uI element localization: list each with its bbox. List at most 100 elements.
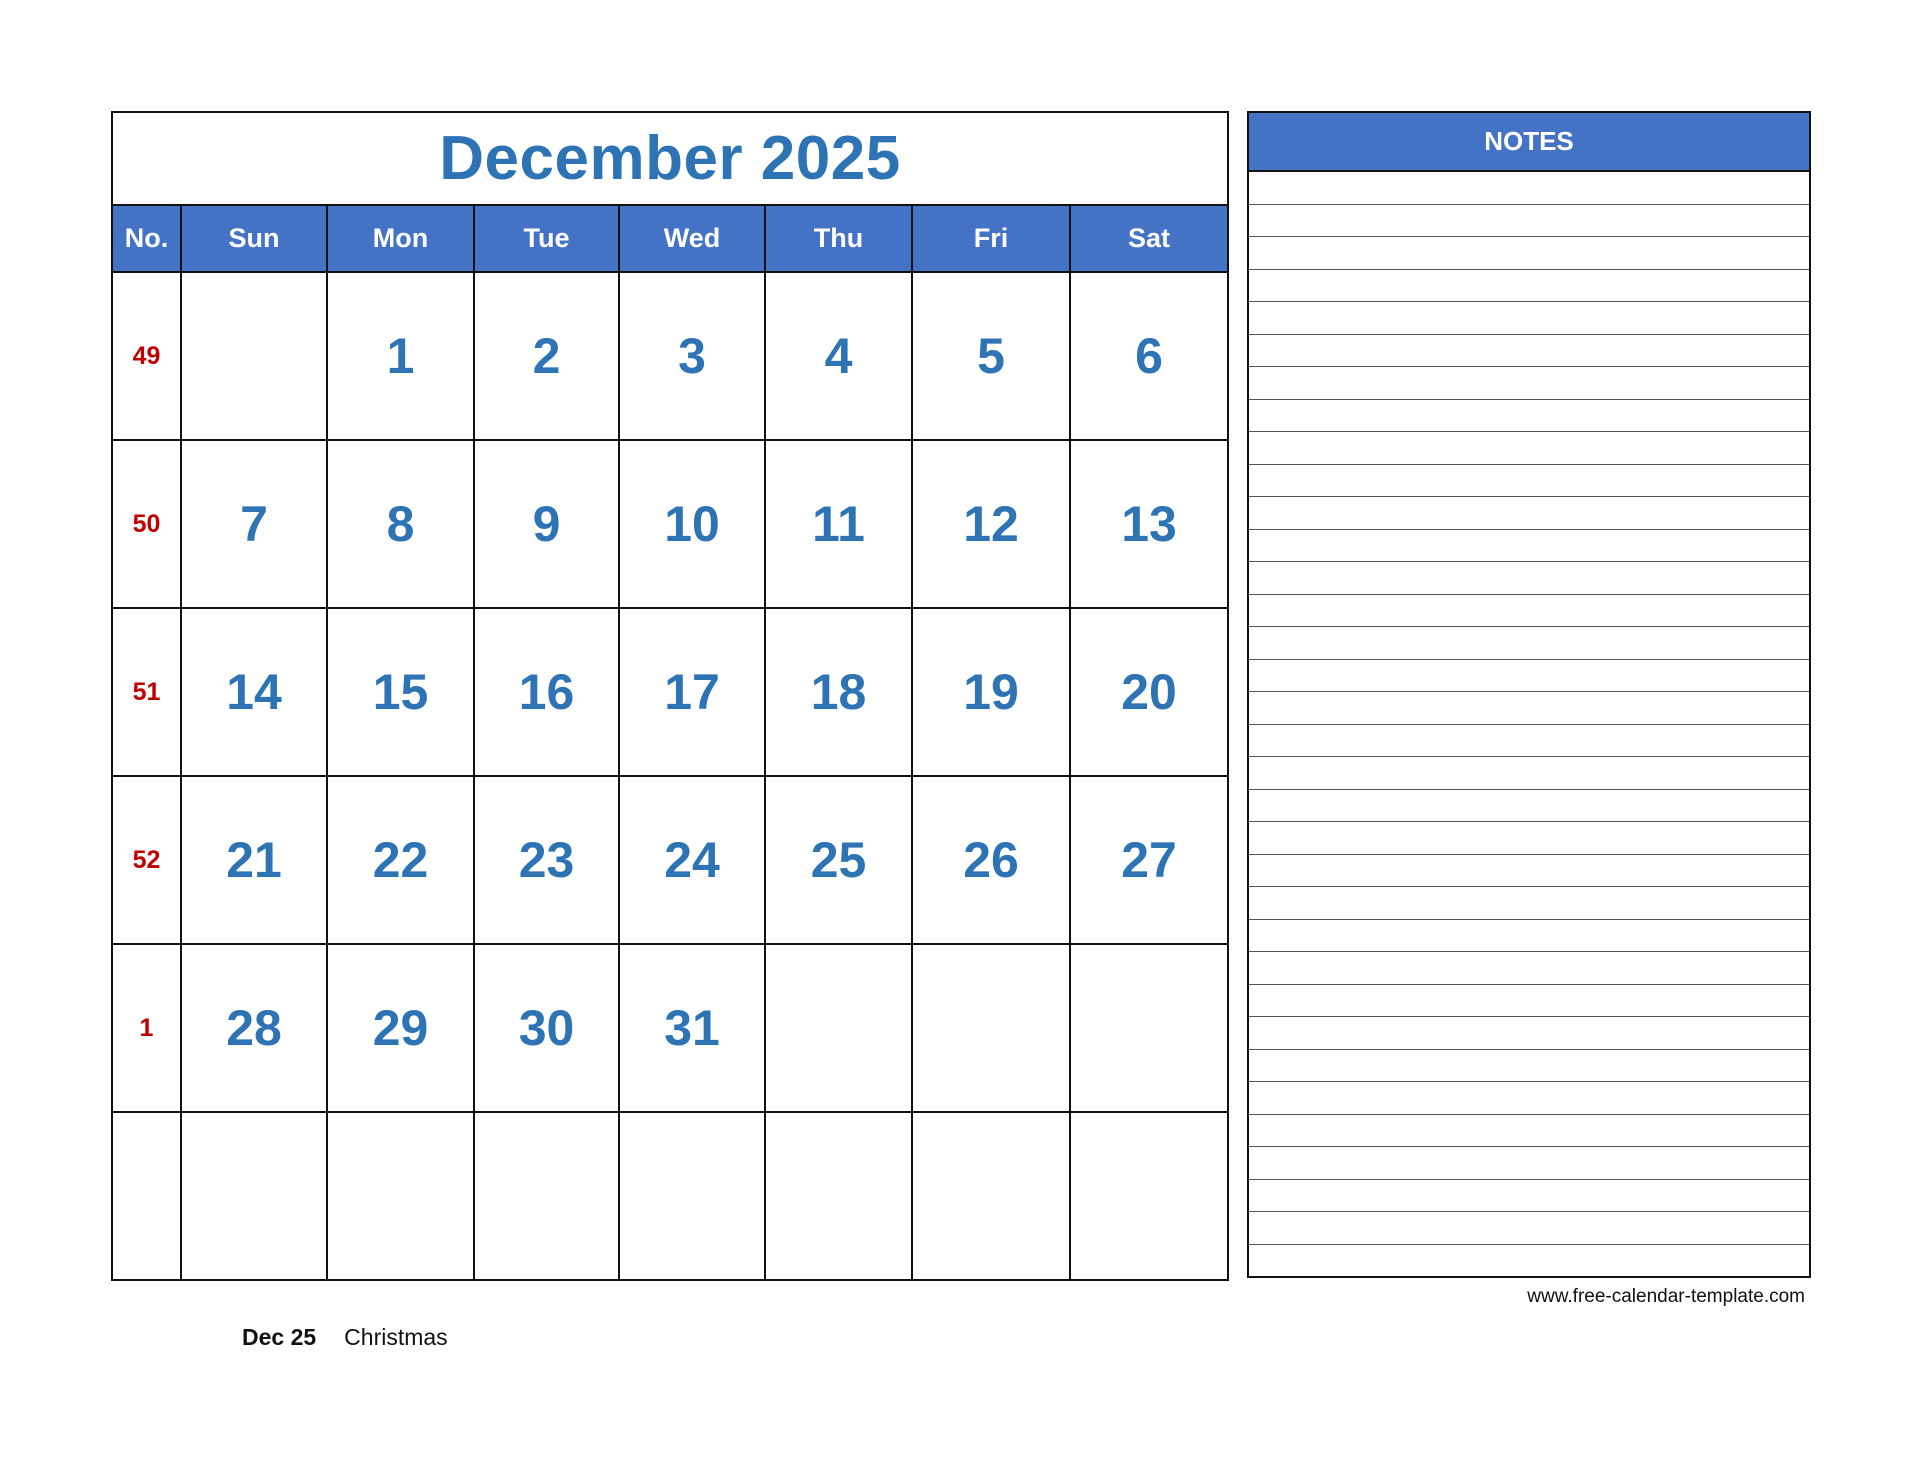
day-cell[interactable] (764, 1111, 913, 1281)
month-title: December 2025 (111, 111, 1229, 206)
day-cell[interactable]: 22 (326, 775, 475, 945)
weekday-header: No. (111, 204, 182, 273)
day-cell[interactable]: 27 (1069, 775, 1229, 945)
note-line[interactable] (1249, 367, 1809, 400)
week-number: 52 (111, 775, 182, 945)
note-line[interactable] (1249, 855, 1809, 887)
note-line[interactable] (1249, 1180, 1809, 1212)
weekday-header-row: No. Sun Mon Tue Wed Thu Fri Sat (111, 204, 1229, 273)
day-cell[interactable] (618, 1111, 766, 1281)
day-cell[interactable] (911, 943, 1071, 1113)
note-line[interactable] (1249, 1147, 1809, 1180)
website-url: www.free-calendar-template.com (1527, 1286, 1805, 1307)
day-cell[interactable]: 17 (618, 607, 766, 777)
calendar-grid: December 2025 No. Sun Mon Tue Wed Thu Fri Sat 4… (111, 111, 1229, 1281)
day-cell[interactable] (1069, 1111, 1229, 1281)
note-line[interactable] (1249, 400, 1809, 432)
note-line[interactable] (1249, 172, 1809, 205)
note-line[interactable] (1249, 1212, 1809, 1245)
note-line[interactable] (1249, 335, 1809, 367)
day-cell[interactable]: 24 (618, 775, 766, 945)
note-line[interactable] (1249, 270, 1809, 302)
week-row: 50 7 8 9 10 11 12 13 (111, 439, 1229, 609)
week-number (111, 1111, 182, 1281)
note-line[interactable] (1249, 757, 1809, 790)
notes-title: NOTES (1249, 113, 1809, 172)
day-cell[interactable]: 29 (326, 943, 475, 1113)
weekday-header: Sun (180, 204, 328, 273)
week-number: 50 (111, 439, 182, 609)
day-cell[interactable] (911, 1111, 1071, 1281)
holiday-date: Dec 25 (242, 1324, 317, 1350)
note-line[interactable] (1249, 562, 1809, 595)
note-line[interactable] (1249, 920, 1809, 952)
day-cell[interactable]: 11 (764, 439, 913, 609)
day-cell[interactable]: 31 (618, 943, 766, 1113)
weekday-header: Sat (1069, 204, 1229, 273)
weekday-header: Wed (618, 204, 766, 273)
day-cell[interactable]: 5 (911, 271, 1071, 441)
day-cell[interactable]: 6 (1069, 271, 1229, 441)
day-cell[interactable]: 12 (911, 439, 1071, 609)
day-cell[interactable]: 7 (180, 439, 328, 609)
note-line[interactable] (1249, 790, 1809, 822)
note-line[interactable] (1249, 1050, 1809, 1082)
week-row: 49 1 2 3 4 5 6 (111, 271, 1229, 441)
note-line[interactable] (1249, 1115, 1809, 1147)
day-cell[interactable] (180, 271, 328, 441)
note-line[interactable] (1249, 465, 1809, 497)
week-row: 1 28 29 30 31 (111, 943, 1229, 1113)
day-cell[interactable]: 4 (764, 271, 913, 441)
note-line[interactable] (1249, 237, 1809, 270)
holiday-list: Dec 25 Christmas (242, 1324, 448, 1351)
note-line[interactable] (1249, 1245, 1809, 1278)
day-cell[interactable]: 16 (473, 607, 620, 777)
weekday-header: Tue (473, 204, 620, 273)
day-cell[interactable]: 15 (326, 607, 475, 777)
day-cell[interactable]: 1 (326, 271, 475, 441)
note-line[interactable] (1249, 595, 1809, 627)
day-cell[interactable]: 21 (180, 775, 328, 945)
day-cell[interactable] (180, 1111, 328, 1281)
day-cell[interactable] (326, 1111, 475, 1281)
day-cell[interactable]: 13 (1069, 439, 1229, 609)
weekday-header: Fri (911, 204, 1071, 273)
day-cell[interactable]: 30 (473, 943, 620, 1113)
day-cell[interactable]: 25 (764, 775, 913, 945)
day-cell[interactable]: 23 (473, 775, 620, 945)
note-line[interactable] (1249, 952, 1809, 985)
note-line[interactable] (1249, 822, 1809, 855)
note-line[interactable] (1249, 432, 1809, 465)
note-line[interactable] (1249, 660, 1809, 692)
note-line[interactable] (1249, 985, 1809, 1017)
note-line[interactable] (1249, 1017, 1809, 1050)
note-line[interactable] (1249, 692, 1809, 725)
notes-panel: NOTES (1247, 111, 1811, 1278)
day-cell[interactable] (1069, 943, 1229, 1113)
note-line[interactable] (1249, 302, 1809, 335)
week-row: 51 14 15 16 17 18 19 20 (111, 607, 1229, 777)
day-cell[interactable]: 28 (180, 943, 328, 1113)
note-line[interactable] (1249, 887, 1809, 920)
note-line[interactable] (1249, 1082, 1809, 1115)
day-cell[interactable] (764, 943, 913, 1113)
note-line[interactable] (1249, 205, 1809, 237)
day-cell[interactable]: 8 (326, 439, 475, 609)
week-number: 51 (111, 607, 182, 777)
day-cell[interactable]: 14 (180, 607, 328, 777)
week-number: 49 (111, 271, 182, 441)
day-cell[interactable]: 26 (911, 775, 1071, 945)
day-cell[interactable] (473, 1111, 620, 1281)
note-line[interactable] (1249, 627, 1809, 660)
day-cell[interactable]: 10 (618, 439, 766, 609)
day-cell[interactable]: 19 (911, 607, 1071, 777)
note-line[interactable] (1249, 530, 1809, 562)
holiday-name: Christmas (344, 1324, 448, 1350)
day-cell[interactable]: 3 (618, 271, 766, 441)
day-cell[interactable]: 2 (473, 271, 620, 441)
day-cell[interactable]: 9 (473, 439, 620, 609)
day-cell[interactable]: 18 (764, 607, 913, 777)
note-line[interactable] (1249, 497, 1809, 530)
day-cell[interactable]: 20 (1069, 607, 1229, 777)
note-line[interactable] (1249, 725, 1809, 757)
